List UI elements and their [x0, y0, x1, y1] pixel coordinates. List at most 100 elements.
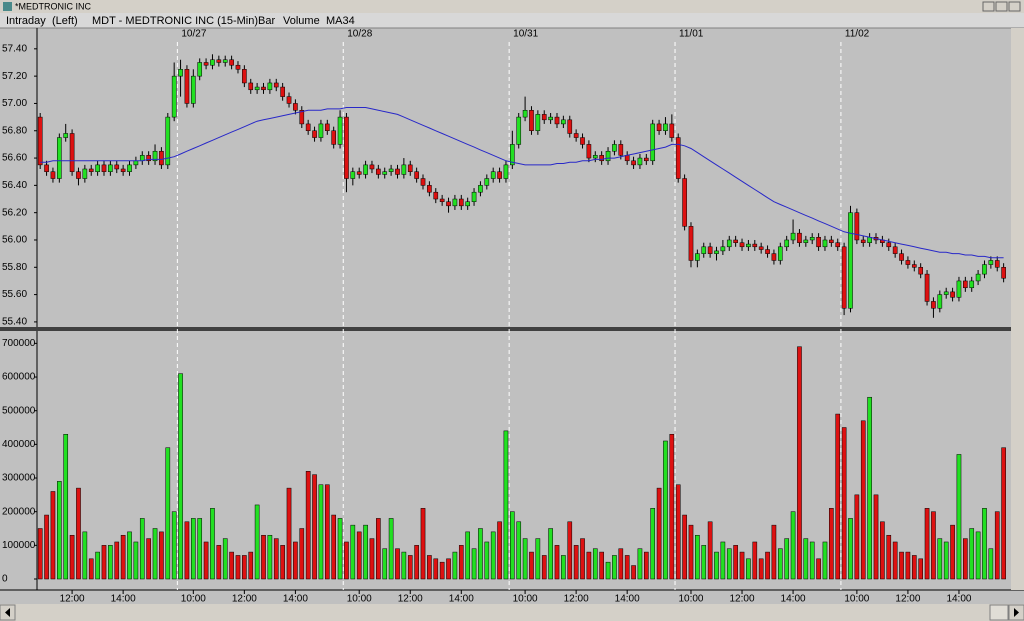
candle-body	[548, 116, 553, 121]
candle-body	[171, 75, 177, 118]
close-button[interactable]	[1008, 1, 1021, 12]
candle-body	[975, 273, 981, 282]
volume-bar	[720, 541, 726, 580]
candle-body	[382, 171, 388, 175]
day-label: 10/27	[181, 29, 206, 40]
x-tick-label: 12:00	[895, 594, 920, 605]
candle-body	[356, 171, 362, 175]
x-tick-label: 14:00	[111, 594, 136, 605]
volume-bar	[44, 514, 49, 580]
volume-bar	[216, 545, 222, 580]
volume-bar	[886, 534, 892, 580]
candle-body	[797, 232, 802, 243]
minimize-button[interactable]	[982, 1, 995, 12]
volume-bar	[656, 487, 662, 580]
y-tick-label: 55.80	[2, 262, 27, 273]
volume-bar	[752, 541, 758, 580]
candle-body	[771, 253, 777, 261]
candle-body	[44, 164, 49, 172]
volume-bar	[816, 558, 821, 580]
candle-body	[860, 239, 866, 243]
x-tick-label: 14:00	[449, 594, 474, 605]
volume-bar	[235, 555, 241, 580]
volume-bar	[975, 531, 981, 580]
volume-bar	[108, 545, 113, 580]
volume-bar	[963, 538, 968, 580]
candle-body	[510, 144, 515, 166]
volume-bar	[446, 558, 451, 580]
candle-body	[541, 114, 547, 121]
volume-bar	[554, 545, 560, 580]
candle-body	[350, 171, 356, 179]
volume-bar	[994, 511, 1000, 580]
candle-body	[516, 116, 522, 145]
volume-bar	[95, 551, 100, 580]
candle-body	[899, 253, 904, 261]
candle-body	[305, 123, 311, 132]
volume-bar	[510, 511, 515, 580]
x-tick-label: 14:00	[615, 594, 640, 605]
x-tick-label: 14:00	[283, 594, 308, 605]
candle-body	[197, 62, 203, 77]
volume-bar	[529, 551, 534, 580]
candle-body	[286, 96, 292, 104]
candle-body	[407, 164, 413, 172]
volume-bar	[624, 555, 630, 580]
volume-bar	[580, 538, 585, 580]
y-tick-label: 56.80	[2, 125, 27, 136]
volume-bar	[471, 548, 477, 580]
candle-body	[695, 253, 700, 261]
volume-bar	[854, 494, 860, 580]
candle-body	[892, 246, 898, 254]
volume-bar	[950, 524, 955, 580]
candle-body	[465, 201, 470, 207]
volume-bar	[841, 427, 847, 580]
volume-bar	[988, 548, 994, 580]
candle-body	[943, 291, 949, 295]
scrollbar[interactable]	[0, 604, 1024, 621]
x-tick-label: 10:00	[844, 594, 869, 605]
volume-bar	[190, 518, 196, 580]
restore-button[interactable]	[995, 1, 1008, 12]
volume-bar	[650, 508, 656, 580]
candle-body	[816, 237, 821, 248]
volume-bar	[82, 531, 88, 580]
chart-title: MDT - MEDTRONIC INC (15-Min)	[92, 15, 258, 27]
candle-body	[994, 260, 1000, 268]
candle-body	[165, 116, 171, 166]
volume-bar	[254, 504, 260, 580]
candle-body	[57, 137, 62, 179]
scroll-thumb[interactable]	[989, 604, 1009, 621]
candle-body	[586, 144, 592, 159]
volume-bar	[663, 440, 668, 580]
candle-body	[841, 246, 847, 309]
candle-body	[911, 264, 917, 268]
legend-ma[interactable]: MA34	[326, 15, 355, 27]
candle-body	[210, 59, 215, 66]
candle-body	[446, 201, 451, 207]
candle-body	[401, 164, 407, 175]
candle-body	[529, 110, 534, 132]
volume-bar	[222, 538, 228, 580]
candle-body	[918, 267, 923, 275]
candle-body	[369, 164, 375, 170]
volume-bar	[324, 484, 330, 580]
volume-bar	[612, 555, 617, 580]
window-icon	[3, 2, 12, 11]
legend-volume[interactable]: Volume	[283, 15, 320, 27]
volume-bar	[139, 518, 145, 580]
volume-bar	[969, 528, 975, 580]
candle-body	[733, 239, 738, 243]
candle-body	[1001, 267, 1006, 279]
volume-bar	[586, 551, 592, 580]
y-tick-label: 57.00	[2, 98, 27, 109]
volume-bar	[873, 494, 879, 580]
candle-body	[886, 242, 892, 248]
candle-body	[637, 157, 643, 166]
volume-bar	[286, 487, 292, 580]
candle-body	[363, 164, 368, 175]
volume-bar	[229, 551, 234, 580]
candle-body	[95, 164, 100, 172]
volume-bar	[535, 538, 541, 580]
volume-bar	[331, 514, 337, 580]
